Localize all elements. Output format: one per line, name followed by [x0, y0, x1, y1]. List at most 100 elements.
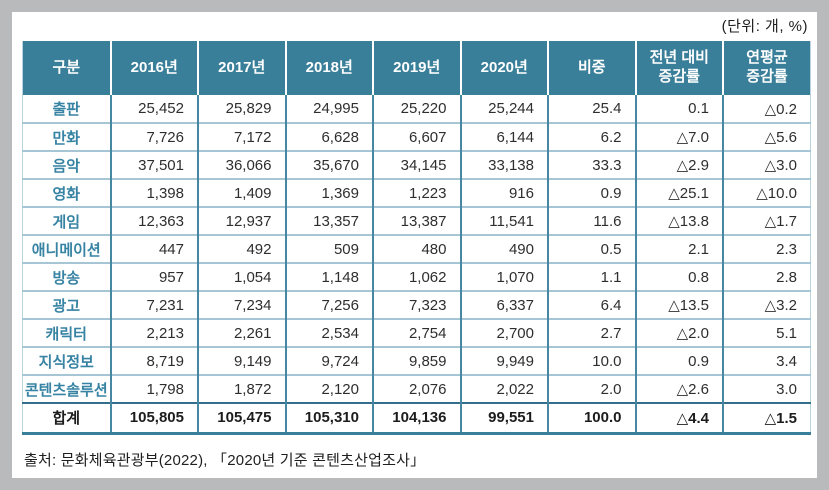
table-cell: 13,357: [284, 206, 373, 235]
table-cell: △2.0: [634, 318, 723, 347]
table-row: 광고 7,231 7,234 7,256 7,323 6,337 6.4 △13.5 △3.2: [22, 290, 811, 319]
table-cell: 105,475: [197, 402, 286, 433]
table-cell: 34,145: [372, 150, 461, 179]
table-row: 출판 25,452 25,829 24,995 25,220 25,244 25.4 0.1 △…: [23, 95, 811, 123]
table-cell: 490: [459, 234, 548, 263]
table-cell: 6.4: [547, 290, 636, 319]
table-cell: 7,323: [372, 290, 461, 319]
column-header-2019: 2019년: [372, 41, 461, 95]
table-row: 방송 957 1,054 1,148 1,062 1,070 1.1 0.8 2.8: [22, 262, 811, 291]
table-cell: 1,054: [197, 262, 286, 291]
table-cell: △25.1: [634, 178, 723, 207]
table-cell: 2.3: [722, 234, 811, 263]
row-label: 만화: [22, 122, 111, 151]
table-row: 음악 37,501 36,066 35,670 34,145 33,138 33.3 △2.9…: [22, 150, 811, 179]
table-cell: 0.5: [547, 234, 636, 263]
table-cell: 11.6: [547, 206, 636, 235]
table-cell: 447: [109, 234, 198, 263]
table-cell: 25,244: [459, 95, 548, 123]
row-label: 방송: [22, 262, 111, 291]
table-cell: 24,995: [284, 95, 373, 123]
table-cell: 25,452: [109, 95, 198, 123]
table-header: 구분 2016년 2017년 2018년 2019년 2020년 비중 전년 대…: [22, 41, 811, 95]
table-cell: 1,872: [197, 374, 286, 403]
table-cell: 0.9: [547, 178, 636, 207]
table-cell: △2.6: [634, 374, 723, 403]
table-cell: 2,700: [459, 318, 548, 347]
table-cell: 0.8: [634, 262, 723, 291]
column-header-yoy-change: 전년 대비 증감률: [634, 41, 723, 95]
table-cell: 6,144: [459, 122, 548, 151]
row-label: 게임: [22, 206, 111, 235]
table-cell: 12,363: [109, 206, 198, 235]
content-panel: (단위: 개, %) 구분 2016년 2017년 2018년 2019년 20…: [12, 12, 817, 478]
table-cell: 6.2: [547, 122, 636, 151]
table-cell: 25.4: [547, 95, 636, 123]
table-cell: 2,076: [372, 374, 461, 403]
table-cell: 7,231: [109, 290, 198, 319]
table-cell: △5.6: [722, 122, 811, 151]
table-cell: 2.8: [722, 262, 811, 291]
row-label: 지식정보: [22, 346, 111, 375]
table-row: 캐릭터 2,213 2,261 2,534 2,754 2,700 2.7 △2.0 5.1: [22, 318, 811, 347]
unit-label: (단위: 개, %): [721, 18, 808, 35]
table-row: 지식정보 8,719 9,149 9,724 9,859 9,949 10.0 0.9 3.4: [22, 346, 811, 375]
table-cell: 1,409: [197, 178, 286, 207]
table-cell: △3.0: [722, 150, 811, 179]
table-cell: 7,234: [197, 290, 286, 319]
table-cell: 2,022: [459, 374, 548, 403]
table-cell: 11,541: [459, 206, 548, 235]
column-header-cagr: 연평균 증감률: [722, 41, 811, 95]
table-cell: 1,148: [284, 262, 373, 291]
table-cell: △3.2: [722, 290, 811, 319]
table-cell: 492: [197, 234, 286, 263]
table-cell: 9,859: [372, 346, 461, 375]
table-cell: 6,628: [284, 122, 373, 151]
table-cell: △2.9: [634, 150, 723, 179]
table-cell: 33,138: [459, 150, 548, 179]
table-row: 게임 12,363 12,937 13,357 13,387 11,541 11.6 △13.…: [22, 206, 811, 235]
table-cell: 25,220: [372, 95, 461, 123]
table-cell: 9,949: [459, 346, 548, 375]
column-header-share: 비중: [547, 41, 636, 95]
table-cell: 36,066: [197, 150, 286, 179]
table-cell: 2,213: [109, 318, 198, 347]
table-cell: 0.9: [634, 346, 723, 375]
table-cell: 3.0: [722, 374, 811, 403]
row-label: 캐릭터: [22, 318, 111, 347]
table-cell: 480: [372, 234, 461, 263]
table-cell: △0.2: [722, 95, 811, 123]
table-cell: 8,719: [109, 346, 198, 375]
table-cell: 13,387: [372, 206, 461, 235]
table-cell: 1,398: [109, 178, 198, 207]
table-cell: 2.1: [634, 234, 723, 263]
row-label: 음악: [22, 150, 111, 179]
table-cell: 2,754: [372, 318, 461, 347]
table-cell: 2,120: [284, 374, 373, 403]
row-label: 영화: [22, 178, 111, 207]
table-cell: 5.1: [722, 318, 811, 347]
table-cell: 1,070: [459, 262, 548, 291]
table-cell: 3.4: [722, 346, 811, 375]
column-header-2017: 2017년: [197, 41, 286, 95]
table-cell: 9,724: [284, 346, 373, 375]
table-cell: 105,310: [284, 402, 373, 433]
table-cell: △1.5: [722, 402, 811, 433]
table-cell: 2,261: [197, 318, 286, 347]
table-cell: 509: [284, 234, 373, 263]
table-cell: 2,534: [284, 318, 373, 347]
table-cell: 957: [109, 262, 198, 291]
table-cell: 0.1: [634, 95, 723, 123]
table-cell: 6,337: [459, 290, 548, 319]
table-cell: 12,937: [197, 206, 286, 235]
table-row: 애니메이션 447 492 509 480 490 0.5 2.1 2.3: [22, 234, 811, 263]
row-label: 콘텐츠솔루션: [22, 374, 111, 403]
table-cell: 2.7: [547, 318, 636, 347]
table-cell: 10.0: [547, 346, 636, 375]
table-cell: △4.4: [634, 402, 723, 433]
table-cell: 7,172: [197, 122, 286, 151]
source-citation: 출처: 문화체육관광부(2022), 「2020년 기준 콘텐츠산업조사」: [24, 451, 426, 469]
row-label: 출판: [52, 101, 81, 118]
table-cell: 33.3: [547, 150, 636, 179]
